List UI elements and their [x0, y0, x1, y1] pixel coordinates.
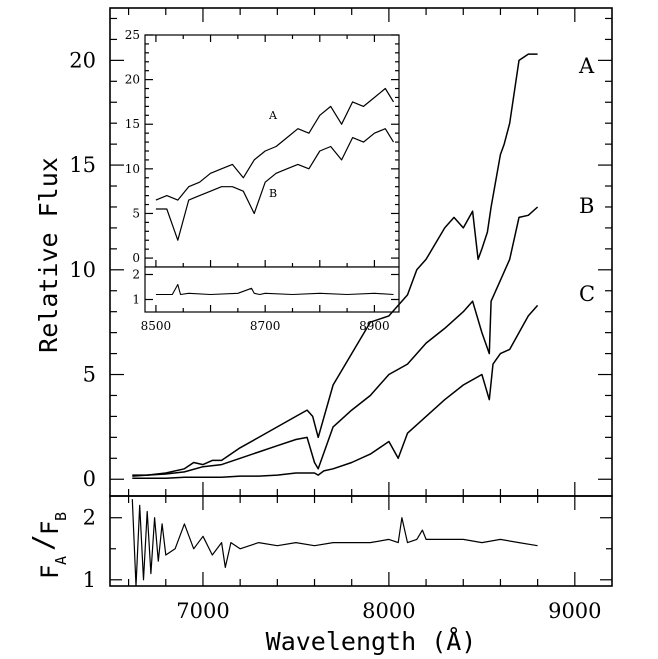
x-axis-title: Wavelength (Å): [266, 627, 477, 656]
series-line-a: [132, 53, 538, 476]
y-axis-title: Relative Flux: [34, 157, 63, 353]
svg-text:F: F: [36, 521, 64, 535]
main-spectra: [132, 53, 539, 479]
svg-text:/: /: [26, 534, 59, 551]
series-line-c: [132, 304, 539, 479]
curve-label-b: B: [579, 194, 594, 218]
inset-x-tick-label: 8500: [141, 319, 172, 333]
inset-ratio-series-line: [155, 283, 394, 296]
inset-series-line-b: [155, 128, 395, 241]
curve-label-c: C: [579, 282, 595, 306]
svg-text:F: F: [36, 565, 64, 579]
inset-y-tick-label: 0: [132, 251, 140, 265]
svg-text:B: B: [52, 512, 70, 521]
y-tick-label: 10: [69, 258, 96, 282]
ratio-plot-frame: [109, 495, 613, 587]
inset-plot-frame: [144, 34, 400, 268]
ratio-y-tick-label: 1: [83, 568, 96, 592]
inset-label-b: B: [269, 187, 277, 200]
inset-y-tick-label: 15: [125, 117, 140, 131]
inset-label-a: A: [268, 109, 278, 122]
inset-spectra: [155, 87, 395, 241]
x-tick-label: 7000: [176, 599, 229, 623]
ratio-y-axis-title: F A / F B: [26, 512, 70, 579]
inset-y-tick-label: 10: [125, 162, 140, 176]
ratio-y-tick-label: 2: [83, 506, 96, 530]
y-tick-label: 20: [69, 48, 96, 72]
inset-y-tick-label: 20: [125, 73, 140, 87]
y-tick-label: 5: [83, 363, 96, 387]
y-tick-label: 15: [69, 153, 96, 177]
ratio-spectrum: [131, 499, 538, 587]
y-tick-label: 0: [83, 467, 96, 491]
inset-ratio-y-tick-label: 1: [132, 293, 140, 307]
series-line-b: [132, 206, 539, 477]
inset-ratio-frame: [144, 266, 400, 313]
inset-x-tick-label: 8700: [250, 319, 281, 333]
inset-y-tick-label: 5: [132, 206, 140, 220]
inset-x-tick-label: 8900: [359, 319, 390, 333]
axis-ticks: [110, 8, 612, 586]
inset-ratio-spectrum: [155, 283, 394, 296]
inset-series-line-a: [155, 87, 395, 201]
svg-text:A: A: [52, 556, 70, 565]
curve-label-a: A: [578, 54, 595, 78]
x-tick-label: 8000: [362, 599, 415, 623]
x-tick-label: 9000: [548, 599, 601, 623]
ratio-series-line: [131, 499, 538, 587]
inset-ratio-y-tick-label: 2: [132, 268, 140, 282]
inset-y-tick-label: 25: [125, 28, 140, 42]
